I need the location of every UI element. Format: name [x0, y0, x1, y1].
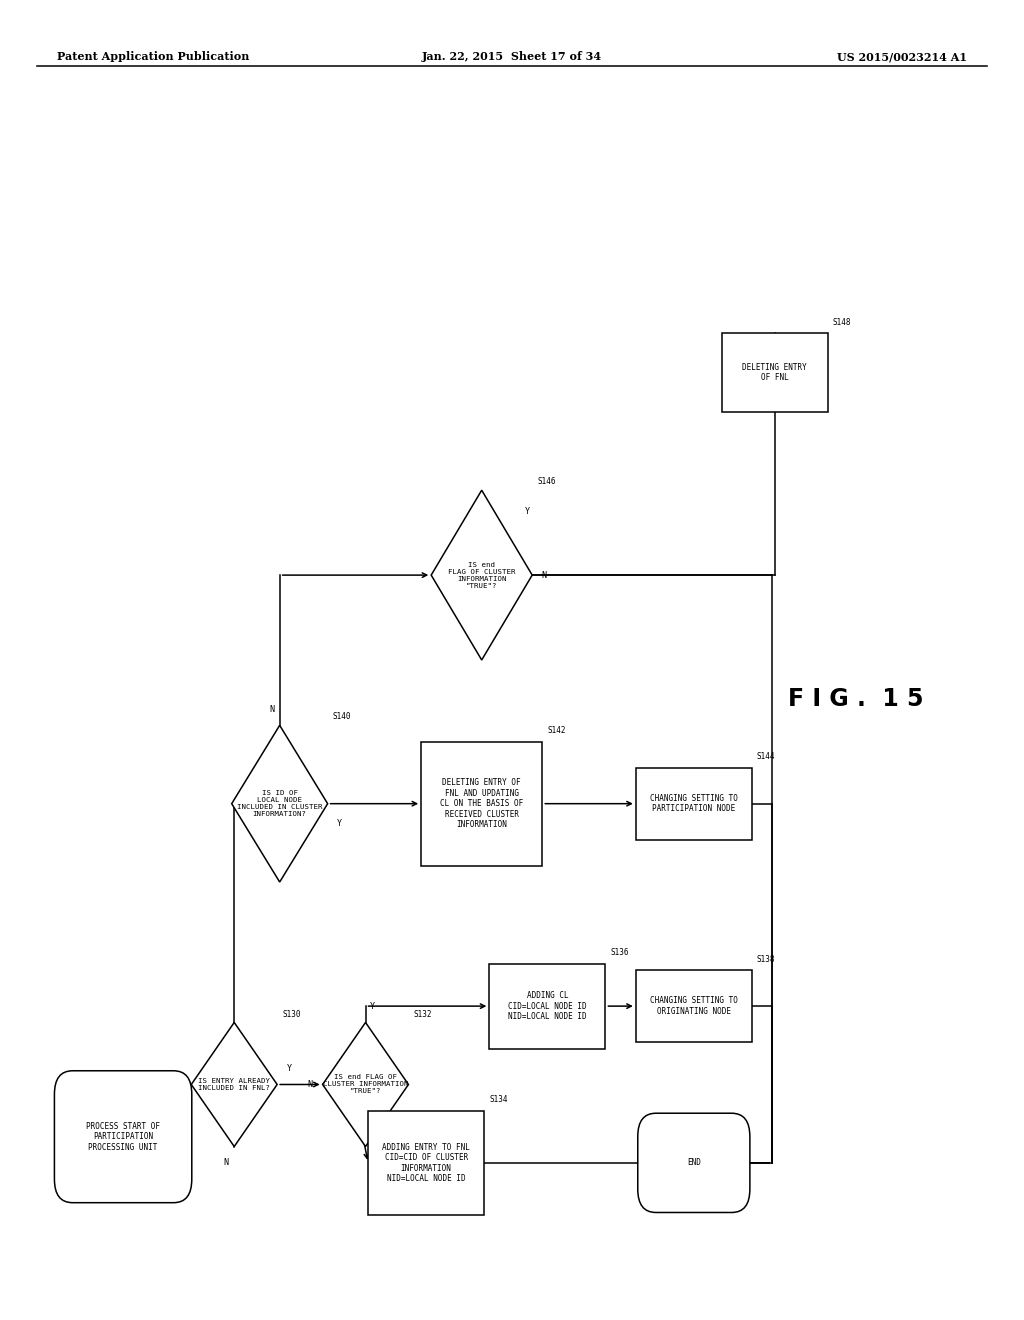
Text: IS ID OF
LOCAL NODE
INCLUDED IN CLUSTER
INFORMATION?: IS ID OF LOCAL NODE INCLUDED IN CLUSTER …	[237, 791, 323, 817]
Polygon shape	[231, 725, 328, 882]
Text: END: END	[687, 1159, 700, 1167]
Text: Y: Y	[370, 1002, 375, 1011]
FancyBboxPatch shape	[636, 768, 752, 840]
Text: S138: S138	[757, 954, 775, 964]
FancyBboxPatch shape	[489, 964, 605, 1048]
Text: PROCESS START OF
PARTICIPATION
PROCESSING UNIT: PROCESS START OF PARTICIPATION PROCESSIN…	[86, 1122, 160, 1151]
Text: DELETING ENTRY
OF FNL: DELETING ENTRY OF FNL	[742, 363, 807, 383]
Text: CHANGING SETTING TO
ORIGINATING NODE: CHANGING SETTING TO ORIGINATING NODE	[650, 997, 737, 1016]
Text: N: N	[542, 570, 547, 579]
FancyBboxPatch shape	[636, 970, 752, 1041]
FancyBboxPatch shape	[421, 742, 543, 866]
Text: S144: S144	[757, 752, 775, 762]
Text: Jan. 22, 2015  Sheet 17 of 34: Jan. 22, 2015 Sheet 17 of 34	[422, 51, 602, 62]
Text: S148: S148	[833, 318, 851, 327]
Text: S132: S132	[414, 1010, 432, 1019]
Text: Y: Y	[287, 1064, 292, 1073]
Text: ADDING CL
CID=LOCAL NODE ID
NID=LOCAL NODE ID: ADDING CL CID=LOCAL NODE ID NID=LOCAL NO…	[508, 991, 587, 1020]
FancyBboxPatch shape	[722, 334, 827, 412]
Text: Patent Application Publication: Patent Application Publication	[57, 51, 250, 62]
Text: S134: S134	[489, 1096, 508, 1104]
FancyBboxPatch shape	[368, 1110, 484, 1216]
Text: DELETING ENTRY OF
FNL AND UPDATING
CL ON THE BASIS OF
RECEIVED CLUSTER
INFORMATI: DELETING ENTRY OF FNL AND UPDATING CL ON…	[440, 779, 523, 829]
Text: S146: S146	[538, 478, 556, 486]
Polygon shape	[191, 1023, 278, 1147]
Text: IS ENTRY ALREADY
INCLUDED IN FNL?: IS ENTRY ALREADY INCLUDED IN FNL?	[199, 1078, 270, 1092]
FancyBboxPatch shape	[638, 1113, 750, 1213]
Text: S136: S136	[610, 948, 629, 957]
Text: N: N	[269, 705, 274, 714]
Text: N: N	[223, 1158, 228, 1167]
Text: IS end
FLAG OF CLUSTER
INFORMATION
"TRUE"?: IS end FLAG OF CLUSTER INFORMATION "TRUE…	[447, 561, 515, 589]
Text: F I G .  1 5: F I G . 1 5	[787, 688, 924, 711]
Text: ADDING ENTRY TO FNL
CID=CID OF CLUSTER
INFORMATION
NID=LOCAL NODE ID: ADDING ENTRY TO FNL CID=CID OF CLUSTER I…	[382, 1143, 470, 1183]
Text: US 2015/0023214 A1: US 2015/0023214 A1	[837, 51, 967, 62]
Text: Y: Y	[337, 818, 342, 828]
Text: Y: Y	[524, 507, 529, 516]
Text: S140: S140	[333, 713, 351, 722]
Text: CHANGING SETTING TO
PARTICIPATION NODE: CHANGING SETTING TO PARTICIPATION NODE	[650, 793, 737, 813]
FancyBboxPatch shape	[54, 1071, 191, 1203]
Polygon shape	[431, 490, 532, 660]
Text: S142: S142	[548, 726, 566, 735]
Text: S130: S130	[283, 1010, 301, 1019]
Polygon shape	[323, 1023, 409, 1147]
Text: IS end FLAG OF
CLUSTER INFORMATION
"TRUE"?: IS end FLAG OF CLUSTER INFORMATION "TRUE…	[323, 1074, 409, 1094]
Text: N: N	[307, 1080, 312, 1089]
